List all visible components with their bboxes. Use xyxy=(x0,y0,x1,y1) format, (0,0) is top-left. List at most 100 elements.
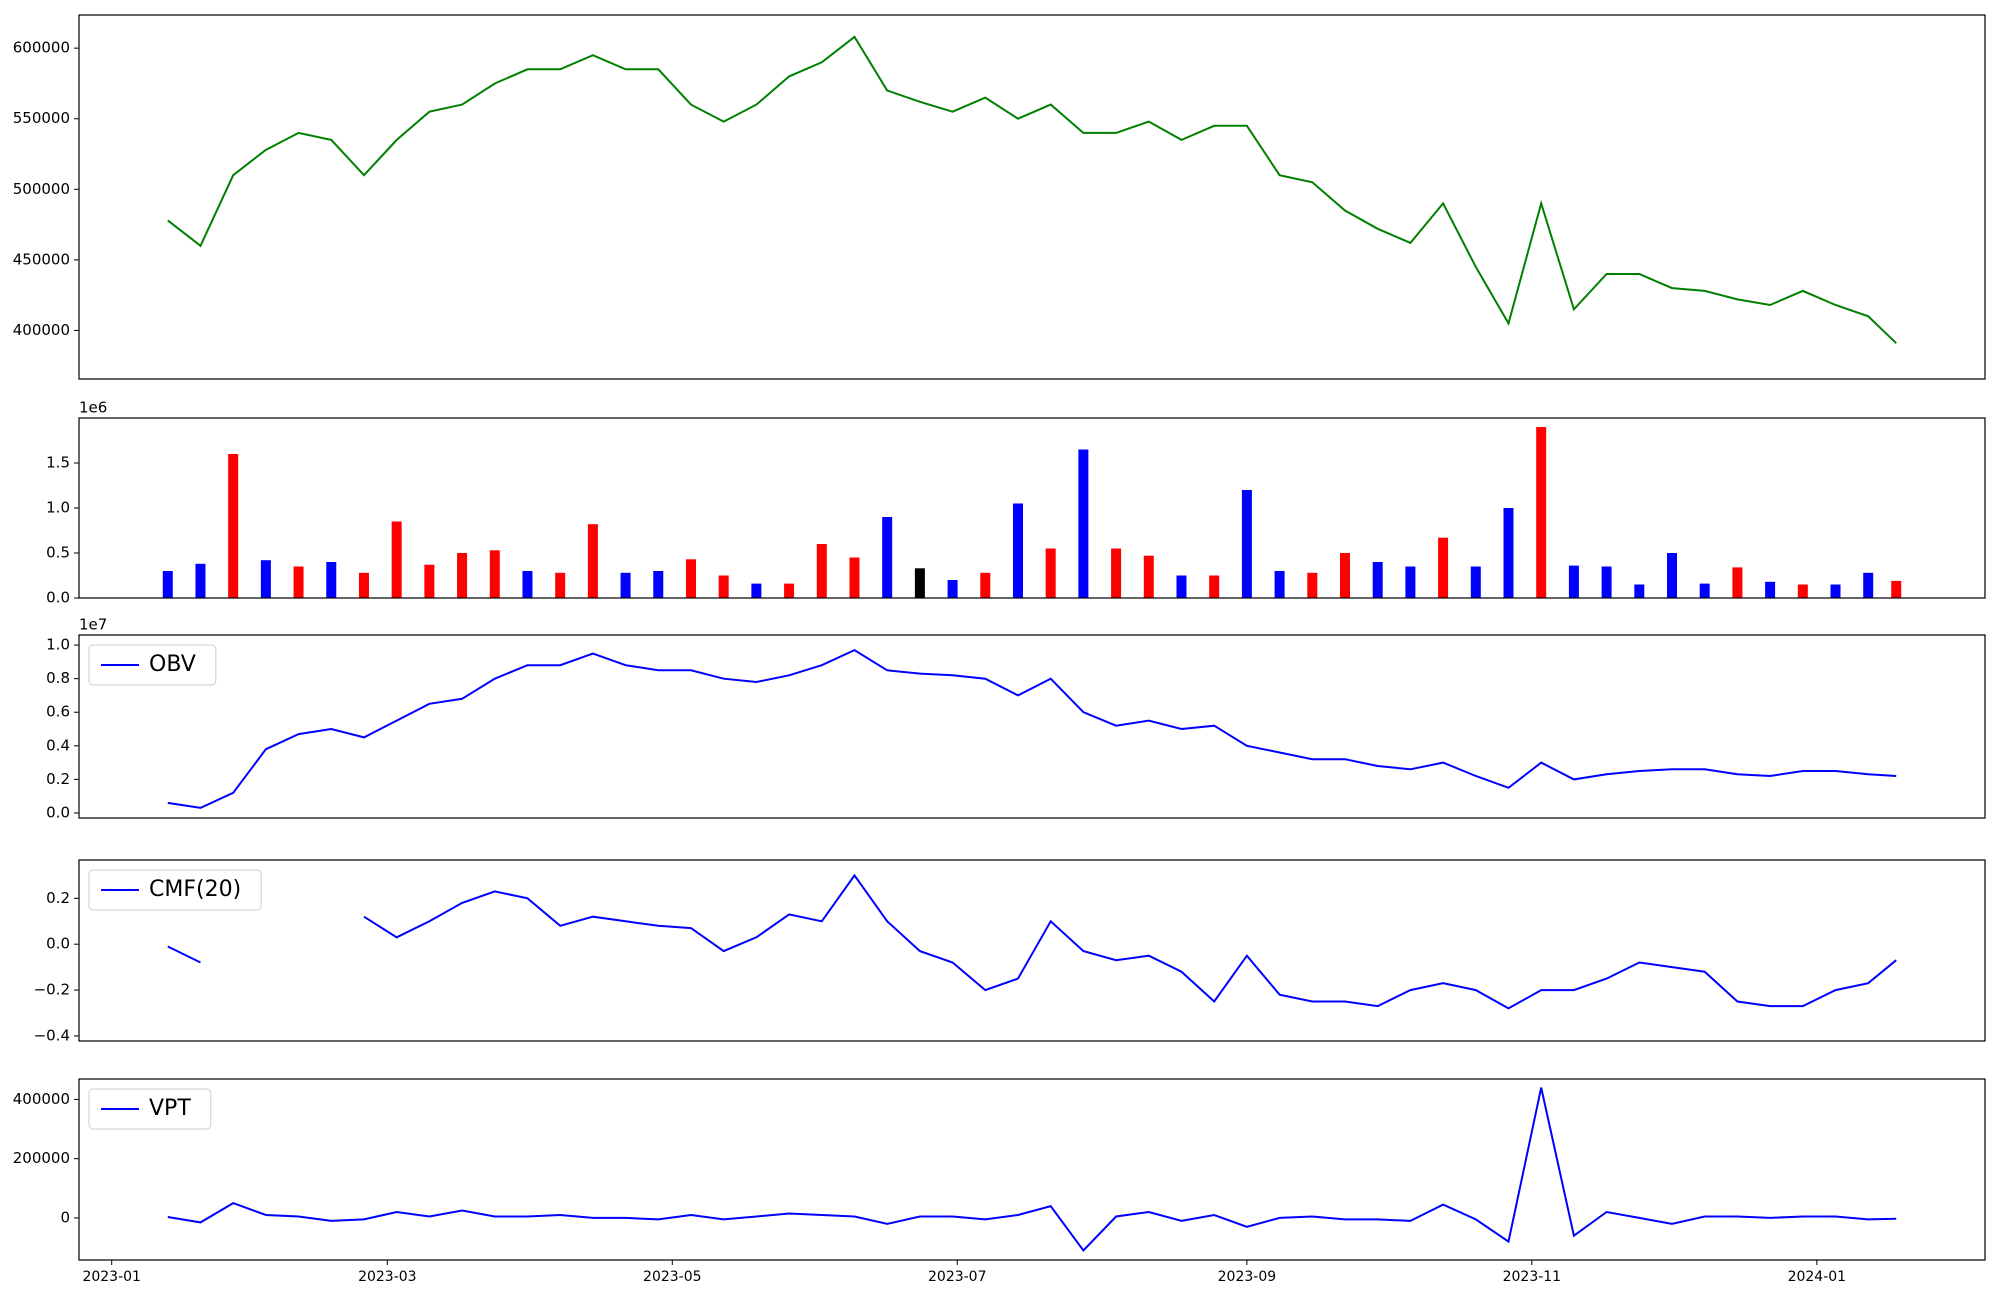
bar xyxy=(293,566,304,598)
bar xyxy=(816,544,827,598)
plot-frame xyxy=(78,417,1986,599)
bar xyxy=(1503,508,1514,598)
y-tick-label: 500000 xyxy=(13,180,70,198)
bar xyxy=(391,521,402,598)
bar xyxy=(1111,548,1122,598)
bar xyxy=(751,583,762,598)
panel: −0.4 −0.2 0.0 0.2 CMF(20) xyxy=(34,859,1986,1044)
bar xyxy=(1568,565,1579,598)
bar xyxy=(784,583,795,598)
bar xyxy=(1209,575,1220,598)
bar xyxy=(1078,449,1089,598)
bar xyxy=(1176,575,1187,598)
legend: VPT xyxy=(88,1088,212,1130)
y-tick-label: 0.2 xyxy=(46,889,70,907)
x-tick-label: 2023-03 xyxy=(358,1269,417,1285)
legend-box xyxy=(88,869,262,911)
bar xyxy=(1339,553,1350,598)
panel: 0 200000 400000 2023-01 2023-03 2023-05 2023-0… xyxy=(13,1078,1986,1285)
y-tick-label: 0.0 xyxy=(46,803,70,821)
legend: CMF(20) xyxy=(88,869,262,911)
bar xyxy=(620,572,631,598)
line xyxy=(167,1087,1897,1253)
x-tick-label: 2023-01 xyxy=(82,1269,141,1285)
panel: 0.0 0.5 1.0 1.5 1e6 xyxy=(46,399,1986,607)
y-tick-label: 0 xyxy=(60,1208,70,1226)
bar xyxy=(1536,427,1547,598)
y-tick-label: 0.8 xyxy=(46,669,70,687)
x-tick-label: 2023-05 xyxy=(643,1269,702,1285)
y-tick-label: 0.6 xyxy=(46,703,70,721)
y-tick-label: 400000 xyxy=(13,1090,70,1108)
bar xyxy=(1012,503,1023,598)
legend-box xyxy=(88,644,217,686)
legend-label: VPT xyxy=(149,1096,191,1121)
bar xyxy=(1372,562,1383,598)
bar xyxy=(685,559,696,598)
bar xyxy=(1765,581,1776,598)
bar xyxy=(260,560,271,598)
bar xyxy=(1307,572,1318,598)
bar xyxy=(424,564,435,598)
y-tick-label: 400000 xyxy=(13,321,70,339)
line xyxy=(363,873,1897,1010)
y-tick-label: 200000 xyxy=(13,1149,70,1167)
bar xyxy=(1891,580,1902,598)
bar xyxy=(358,572,369,598)
bar xyxy=(228,454,239,598)
bar xyxy=(489,550,500,598)
panel: 400000 450000 500000 550000 600000 xyxy=(13,14,1986,380)
bar xyxy=(980,572,991,598)
y-tick-label: −0.2 xyxy=(34,981,70,999)
legend-box xyxy=(88,1088,212,1130)
bar xyxy=(326,562,337,598)
bar xyxy=(457,553,468,598)
x-tick-label: 2024-01 xyxy=(1788,1269,1847,1285)
bar xyxy=(1699,583,1710,598)
y-tick-label: 0.0 xyxy=(46,589,70,607)
legend: OBV xyxy=(88,644,217,686)
bar xyxy=(1143,555,1154,598)
plot-frame xyxy=(78,14,1986,380)
offset-text: 1e6 xyxy=(79,399,107,417)
bar xyxy=(849,557,860,598)
line xyxy=(167,945,201,964)
bar xyxy=(1797,584,1808,598)
x-tick-label: 2023-09 xyxy=(1218,1269,1277,1285)
bar xyxy=(1045,548,1056,598)
bar xyxy=(555,572,566,598)
bar xyxy=(1732,567,1743,598)
y-tick-label: −0.4 xyxy=(34,1026,70,1044)
y-tick-label: 0.2 xyxy=(46,770,70,788)
offset-text: 1e7 xyxy=(79,616,107,634)
bar xyxy=(1438,537,1449,598)
bar xyxy=(1601,566,1612,598)
bar xyxy=(162,571,173,598)
legend-label: OBV xyxy=(149,652,196,677)
bar xyxy=(1241,490,1252,598)
x-tick-label: 2023-11 xyxy=(1503,1269,1562,1285)
legend-label: CMF(20) xyxy=(149,877,241,902)
panel: 0.0 0.2 0.4 0.6 0.8 1.0 1e7 OBV xyxy=(46,616,1986,821)
plot-frame xyxy=(78,634,1986,819)
plot-frame xyxy=(78,1078,1986,1261)
line xyxy=(167,35,1897,344)
bar xyxy=(947,580,958,598)
bar xyxy=(1405,566,1416,598)
bar xyxy=(914,568,925,598)
bar xyxy=(1863,572,1874,598)
bar xyxy=(1470,566,1481,598)
bar xyxy=(1667,553,1678,598)
y-tick-label: 1.0 xyxy=(46,636,70,654)
bar xyxy=(653,571,664,598)
line xyxy=(167,648,1897,809)
bar xyxy=(522,571,533,598)
bar xyxy=(1274,571,1285,598)
y-tick-label: 1.0 xyxy=(46,499,70,517)
x-tick-label: 2023-07 xyxy=(928,1269,987,1285)
bar xyxy=(195,563,206,598)
y-tick-label: 600000 xyxy=(13,39,70,57)
bar xyxy=(1634,584,1645,598)
bar xyxy=(882,517,893,598)
